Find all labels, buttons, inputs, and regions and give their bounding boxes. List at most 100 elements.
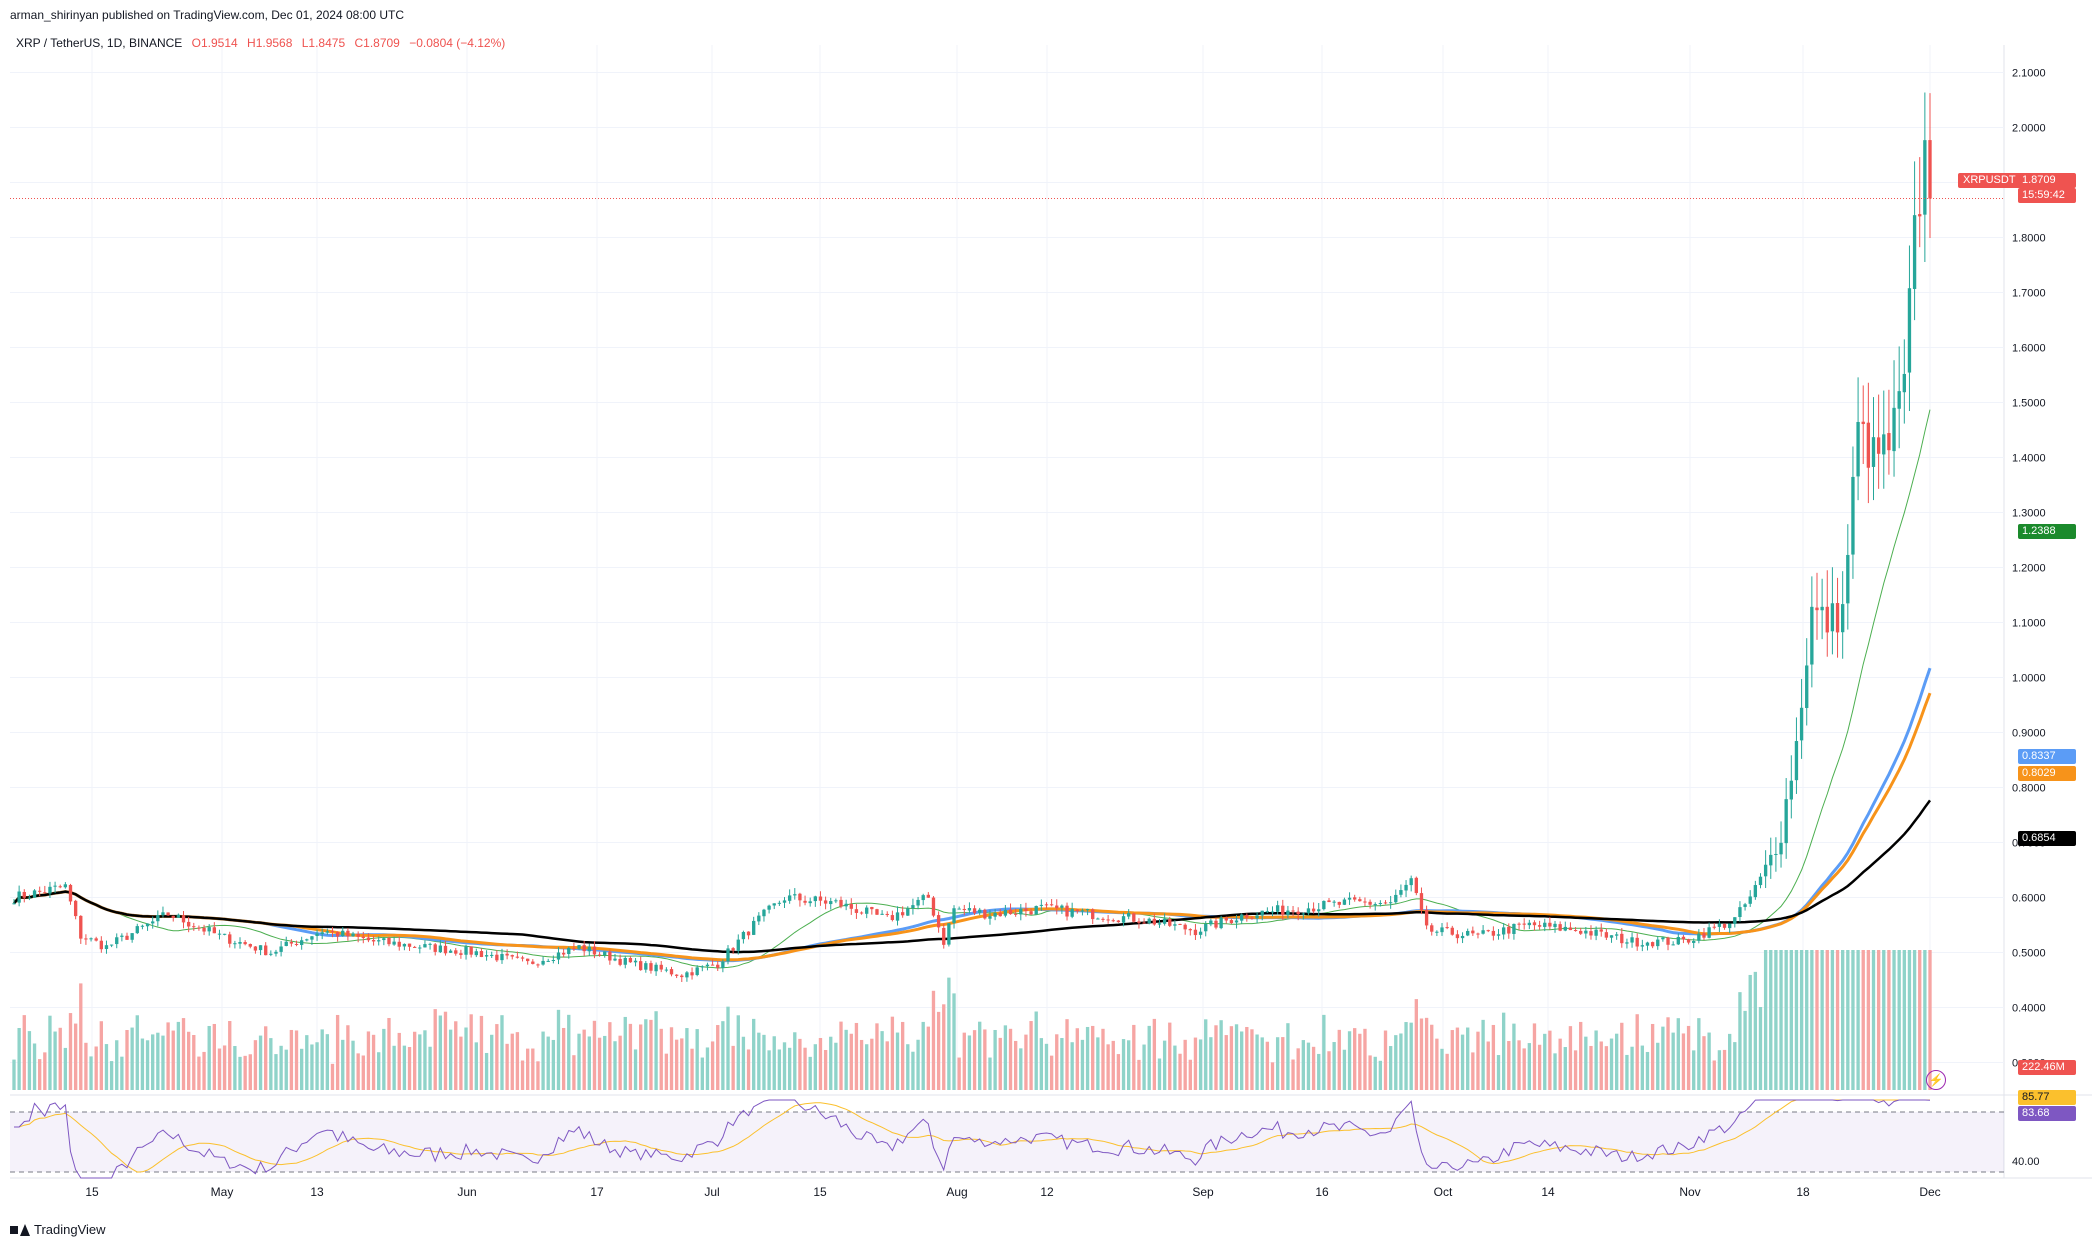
candle-body (109, 944, 114, 946)
candle-body (305, 939, 309, 941)
volume-bar (710, 1041, 715, 1090)
volume-bar (474, 1042, 478, 1090)
candle-body (387, 937, 391, 945)
candle-body (1805, 665, 1809, 709)
candle-body (644, 963, 648, 970)
volume-bar (1224, 1035, 1228, 1090)
volume-bar (639, 1024, 643, 1090)
candle-body (1019, 908, 1023, 915)
volume-bar (700, 1057, 704, 1090)
candle-body (890, 915, 895, 921)
candle-body (823, 900, 828, 904)
volume-bar (561, 1027, 566, 1090)
volume-bar (1358, 1033, 1362, 1090)
candle-body (1789, 780, 1793, 800)
candle-body (556, 952, 561, 960)
candle-body (1810, 606, 1814, 665)
volume-bar (1162, 1040, 1167, 1090)
x-tick-label: 17 (590, 1185, 604, 1199)
candle-body (664, 969, 669, 971)
candle-body (705, 964, 710, 967)
ohlc-high: H1.9568 (247, 36, 293, 50)
candle-body (680, 975, 684, 978)
symbol-title[interactable]: XRP / TetherUS, 1D, BINANCE (16, 36, 183, 50)
volume-bar (1065, 1019, 1069, 1090)
volume-bar (859, 1039, 864, 1090)
candle-body (551, 959, 556, 961)
volume-bar (1342, 1049, 1347, 1090)
candle-body (1758, 876, 1763, 886)
volume-bar (1733, 1042, 1737, 1090)
candle-body (48, 886, 52, 894)
candle-body (1589, 931, 1593, 936)
volume-bar (1296, 1048, 1300, 1090)
volume-bar (998, 1037, 1002, 1090)
lightning-icon[interactable]: ⚡ (1926, 1070, 1946, 1090)
x-tick-label: Dec (1919, 1185, 1940, 1199)
candle-body (1825, 606, 1829, 633)
volume-bar (1774, 950, 1778, 1090)
candle-body (197, 927, 201, 929)
rsi-band (10, 1112, 2004, 1172)
volume-bar (1435, 1038, 1439, 1090)
volume-bar (659, 1028, 663, 1090)
ohlc-open: O1.9514 (191, 36, 238, 50)
volume-bar (32, 1043, 37, 1090)
volume-bar (1825, 950, 1829, 1090)
volume-bar (1625, 1054, 1629, 1090)
candle-body (1270, 911, 1275, 913)
candle-body (1573, 930, 1578, 932)
volume-bar (79, 983, 83, 1090)
volume-bar (921, 1021, 925, 1090)
candle-body (1250, 917, 1254, 919)
volume-bar (1476, 1031, 1480, 1090)
volume-bar (510, 1033, 514, 1090)
volume-bar (202, 1051, 206, 1090)
candle-body (1275, 905, 1280, 912)
volume-bar (890, 1016, 895, 1090)
candle-body (531, 961, 535, 964)
volume-bar (1835, 950, 1840, 1090)
volume-bar (1548, 1030, 1552, 1090)
volume-bar (520, 1060, 525, 1090)
candle-body (1342, 899, 1347, 905)
candle-body (1450, 927, 1454, 935)
candle-body (808, 901, 812, 904)
candle-body (1327, 900, 1331, 903)
candle-body (1193, 929, 1198, 936)
candle-body (1106, 919, 1110, 921)
volume-bar (762, 1034, 766, 1090)
volume-bar (1368, 1055, 1372, 1090)
candle-body (1630, 937, 1634, 943)
candle-body (1394, 894, 1398, 903)
volume-bar (161, 1035, 165, 1090)
volume-bar (397, 1032, 401, 1090)
volume-bar (1671, 1032, 1675, 1090)
candle-body (1178, 923, 1182, 925)
volume-bar (151, 1034, 155, 1090)
candle-body (1558, 924, 1562, 931)
volume-bar (757, 1032, 761, 1090)
volume-bar (1851, 950, 1855, 1090)
volume-bar (962, 1032, 966, 1090)
candle-body (798, 893, 802, 901)
volume-bar (1471, 1052, 1475, 1090)
volume-bar (1311, 1046, 1316, 1090)
candle-body (1676, 937, 1680, 945)
candle-body (1861, 421, 1865, 425)
candle-body (341, 930, 345, 937)
candle-body (1912, 215, 1917, 289)
candle-body (818, 896, 823, 901)
volume-bar (808, 1056, 812, 1090)
volume-bar (310, 1044, 314, 1090)
candle-body (736, 939, 740, 951)
candle-body (1296, 911, 1300, 915)
candle-body (1671, 944, 1675, 946)
volume-bar (1486, 1041, 1490, 1090)
volume-bar (1799, 950, 1804, 1090)
candle-body (1121, 916, 1126, 923)
volume-bar (1892, 950, 1896, 1090)
y-tick-label: 0.5000 (2012, 948, 2046, 960)
candle-body (1173, 924, 1177, 926)
